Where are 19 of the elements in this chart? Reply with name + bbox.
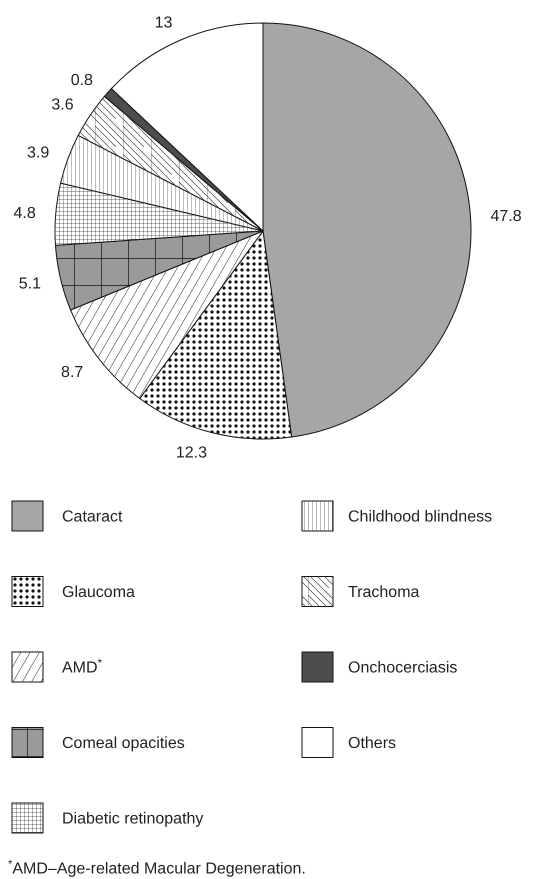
legend-label: Onchocerciasis xyxy=(348,660,458,677)
data-label: 47.8 xyxy=(490,208,522,225)
legend-label: Glaucoma xyxy=(62,584,136,602)
legend-label: Trachoma xyxy=(348,584,420,602)
data-label: 12.3 xyxy=(176,444,208,462)
data-label: 5.1 xyxy=(18,275,42,292)
data-label: 4.8 xyxy=(14,204,36,222)
legend-label: Diabetic retinopathy xyxy=(62,810,204,828)
legend-label: Cataract xyxy=(62,508,124,526)
legend-label: AMD$^{*}$ xyxy=(62,658,103,677)
data-label: 3.9 xyxy=(26,144,50,162)
data-label: 0.8 xyxy=(70,72,94,89)
data-label: 13 xyxy=(154,14,173,32)
legend-label: Comeal opacities xyxy=(62,735,185,752)
text: $^{*}$AMD–Age-related Macular Degeneration. xyxy=(8,858,306,878)
legend-label: Childhood blindness xyxy=(348,508,492,526)
data-label: 3.6 xyxy=(51,96,74,114)
legend-label: Others xyxy=(348,735,396,752)
data-label: 8.7 xyxy=(61,364,84,381)
